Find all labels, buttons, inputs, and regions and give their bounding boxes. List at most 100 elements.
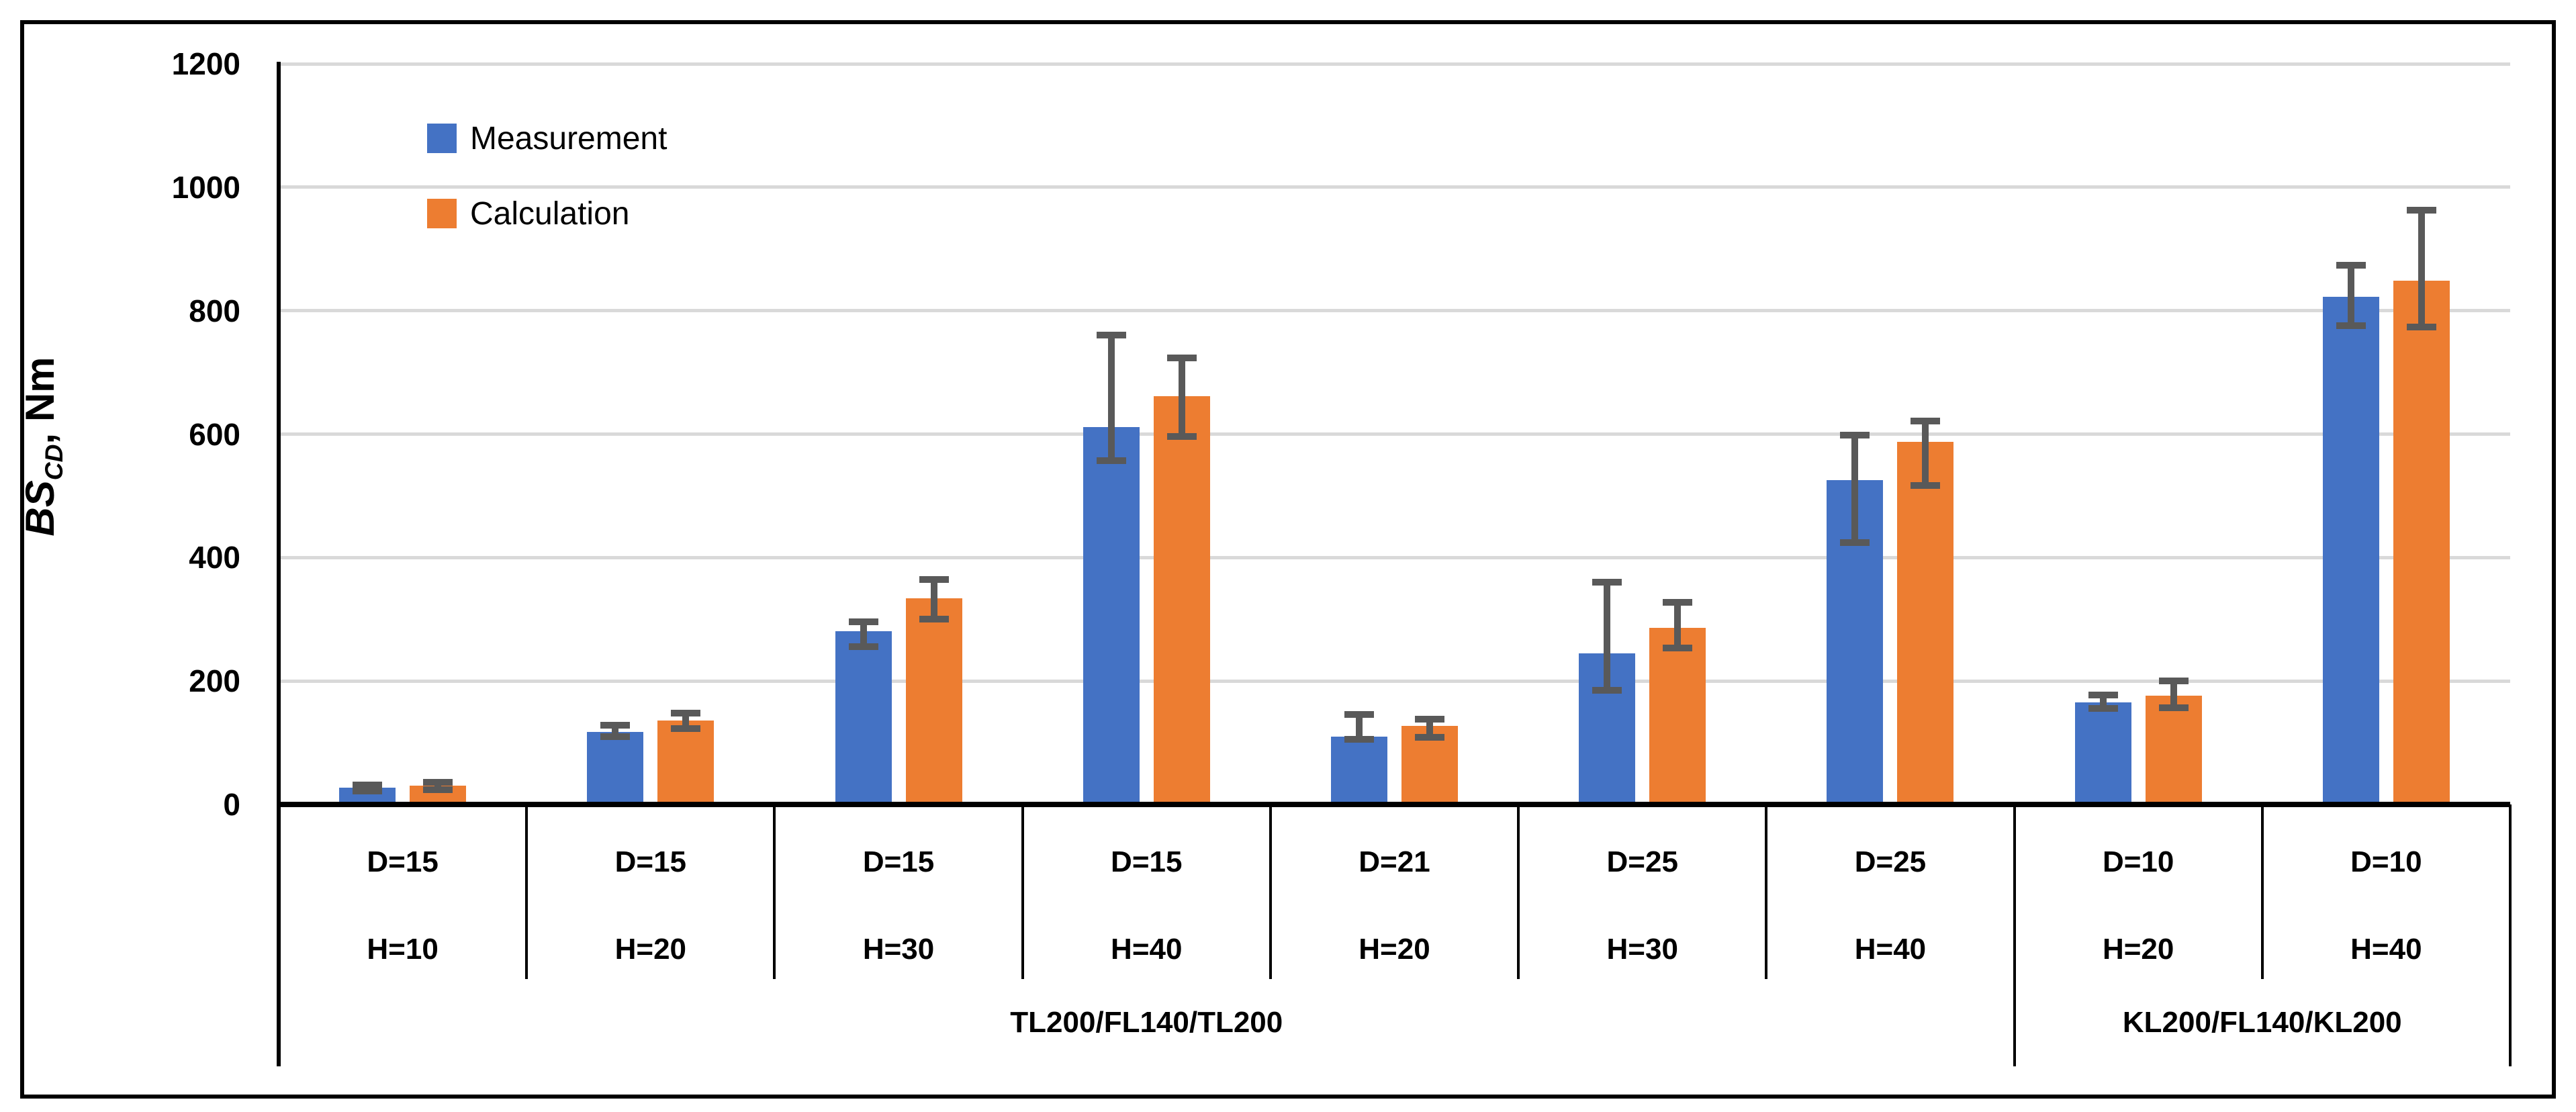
error-bar-cap-bottom-measurement-2 bbox=[600, 733, 631, 740]
error-bar-line-measurement-4 bbox=[1107, 335, 1115, 461]
error-bar-cap-top-calculation-5 bbox=[1415, 716, 1444, 723]
gridline-200 bbox=[279, 679, 2510, 683]
category-label-line2-4: H=40 bbox=[1111, 933, 1183, 966]
bar-measurement-3 bbox=[835, 631, 892, 804]
error-bar-cap-top-calculation-8 bbox=[2158, 678, 2189, 685]
error-bar-cap-bottom-measurement-8 bbox=[2088, 704, 2118, 712]
category-label-line2-3: H=30 bbox=[862, 933, 935, 966]
category-cell-8: D=10 H=20 bbox=[2015, 804, 2262, 979]
category-divider-6 bbox=[1765, 804, 1768, 979]
error-bar-cap-top-measurement-9 bbox=[2336, 261, 2366, 269]
error-bar-line-calculation-8 bbox=[2170, 681, 2177, 708]
error-bar-line-measurement-2 bbox=[612, 725, 619, 737]
category-cell-5: D=21 H=20 bbox=[1271, 804, 1518, 979]
category-label-line2-5: H=20 bbox=[1359, 933, 1430, 966]
category-divider-8 bbox=[2260, 804, 2264, 979]
gridline-600 bbox=[279, 432, 2510, 436]
category-label-line1-3: D=15 bbox=[862, 845, 935, 878]
error-bar-cap-top-calculation-1 bbox=[423, 778, 453, 786]
error-bar-line-measurement-5 bbox=[1356, 714, 1363, 740]
error-bar-cap-top-calculation-9 bbox=[2406, 206, 2436, 214]
error-bar-cap-bottom-measurement-9 bbox=[2336, 322, 2366, 329]
error-bar-cap-bottom-measurement-5 bbox=[1344, 736, 1374, 743]
category-divider-3 bbox=[1021, 804, 1024, 979]
category-divider-4 bbox=[1269, 804, 1272, 979]
legend-item-measurement: Measurement bbox=[427, 120, 668, 156]
bar-measurement-5 bbox=[1331, 736, 1387, 804]
category-divider-2 bbox=[773, 804, 776, 979]
error-bar-line-measurement-9 bbox=[2347, 265, 2354, 326]
category-cell-1: D=15 H=10 bbox=[279, 804, 526, 979]
error-bar-line-calculation-3 bbox=[930, 579, 937, 620]
legend-label-measurement: Measurement bbox=[470, 120, 668, 156]
error-bar-cap-bottom-measurement-3 bbox=[848, 643, 878, 650]
error-bar-cap-top-calculation-4 bbox=[1166, 355, 1197, 362]
error-bar-line-measurement-6 bbox=[1604, 582, 1611, 690]
category-label-line2-6: H=30 bbox=[1606, 933, 1678, 966]
error-bar-line-calculation-4 bbox=[1178, 358, 1185, 437]
legend-label-calculation: Calculation bbox=[470, 195, 630, 232]
error-bar-cap-bottom-calculation-4 bbox=[1166, 433, 1197, 441]
error-bar-cap-bottom-calculation-7 bbox=[1911, 481, 1941, 489]
category-label-line2-8: H=20 bbox=[2102, 933, 2174, 966]
error-bar-cap-bottom-calculation-9 bbox=[2406, 323, 2436, 330]
error-bar-line-calculation-2 bbox=[682, 712, 690, 729]
category-label-line2-1: H=10 bbox=[367, 933, 439, 966]
y-tick-label-800: 800 bbox=[189, 293, 240, 328]
category-cell-7: D=25 H=40 bbox=[1766, 804, 2014, 979]
error-bar-cap-top-calculation-7 bbox=[1911, 418, 1941, 425]
figure-outer-border bbox=[20, 20, 2556, 1099]
group-span-cell-2: KL200/FL140/KL200 bbox=[2122, 1006, 2402, 1039]
error-bar-cap-top-measurement-4 bbox=[1096, 332, 1126, 339]
category-label-line2-2: H=20 bbox=[614, 933, 687, 966]
category-cell-4: D=15 H=40 bbox=[1023, 804, 1271, 979]
category-label-line1-4: D=15 bbox=[1111, 845, 1183, 878]
category-label-line1-5: D=21 bbox=[1359, 845, 1430, 878]
error-bar-cap-bottom-measurement-4 bbox=[1096, 457, 1126, 465]
bar-calculation-9 bbox=[2393, 280, 2450, 804]
error-bar-cap-bottom-calculation-1 bbox=[423, 786, 453, 793]
error-bar-line-calculation-9 bbox=[2418, 210, 2425, 327]
category-label-line1-1: D=15 bbox=[367, 845, 439, 878]
error-bar-cap-bottom-calculation-2 bbox=[671, 725, 701, 732]
y-axis-line bbox=[277, 62, 281, 1066]
y-tick-label-200: 200 bbox=[189, 663, 240, 699]
y-tick-label-600: 600 bbox=[189, 416, 240, 452]
y-tick-label-1200: 1200 bbox=[171, 46, 240, 81]
error-bar-cap-top-measurement-2 bbox=[600, 722, 631, 729]
category-cell-6: D=25 H=30 bbox=[1518, 804, 1766, 979]
gridline-1000 bbox=[279, 185, 2510, 189]
bar-calculation-4 bbox=[1153, 396, 1210, 804]
gridline-400 bbox=[279, 555, 2510, 559]
legend: Measurement Calculation bbox=[427, 120, 668, 273]
legend-swatch-measurement bbox=[427, 124, 457, 153]
group-span-cell-1: TL200/FL140/TL200 bbox=[1010, 1006, 1283, 1039]
error-bar-line-measurement-3 bbox=[860, 621, 867, 647]
error-bar-line-measurement-8 bbox=[2099, 695, 2107, 708]
bar-calculation-2 bbox=[657, 720, 715, 804]
category-label-line1-2: D=15 bbox=[614, 845, 687, 878]
error-bar-cap-top-calculation-3 bbox=[919, 575, 949, 583]
category-table-right-border bbox=[2509, 804, 2512, 1066]
category-label-line2-7: H=40 bbox=[1854, 933, 1927, 966]
bar-calculation-8 bbox=[2145, 696, 2202, 804]
y-axis-title: BSCD, Nm bbox=[10, 185, 71, 708]
error-bar-cap-top-measurement-1 bbox=[353, 781, 383, 788]
y-tick-label-0: 0 bbox=[223, 787, 240, 822]
error-bar-cap-top-measurement-8 bbox=[2088, 692, 2118, 699]
category-divider-7 bbox=[2013, 804, 2016, 1066]
y-axis-title-unit: , Nm bbox=[17, 357, 62, 445]
y-tick-label-400: 400 bbox=[189, 540, 240, 575]
category-label-line1-7: D=25 bbox=[1854, 845, 1927, 878]
bar-calculation-3 bbox=[905, 598, 962, 804]
y-axis-title-subscript: CD bbox=[40, 444, 68, 481]
error-bar-line-calculation-5 bbox=[1426, 719, 1433, 737]
category-cell-3: D=15 H=30 bbox=[774, 804, 1022, 979]
error-bar-cap-top-measurement-6 bbox=[1592, 579, 1622, 586]
category-label-line1-8: D=10 bbox=[2102, 845, 2174, 878]
error-bar-cap-top-measurement-7 bbox=[1840, 432, 1870, 439]
category-cell-2: D=15 H=20 bbox=[526, 804, 774, 979]
bar-measurement-8 bbox=[2074, 702, 2131, 804]
error-bar-cap-bottom-calculation-8 bbox=[2158, 704, 2189, 711]
